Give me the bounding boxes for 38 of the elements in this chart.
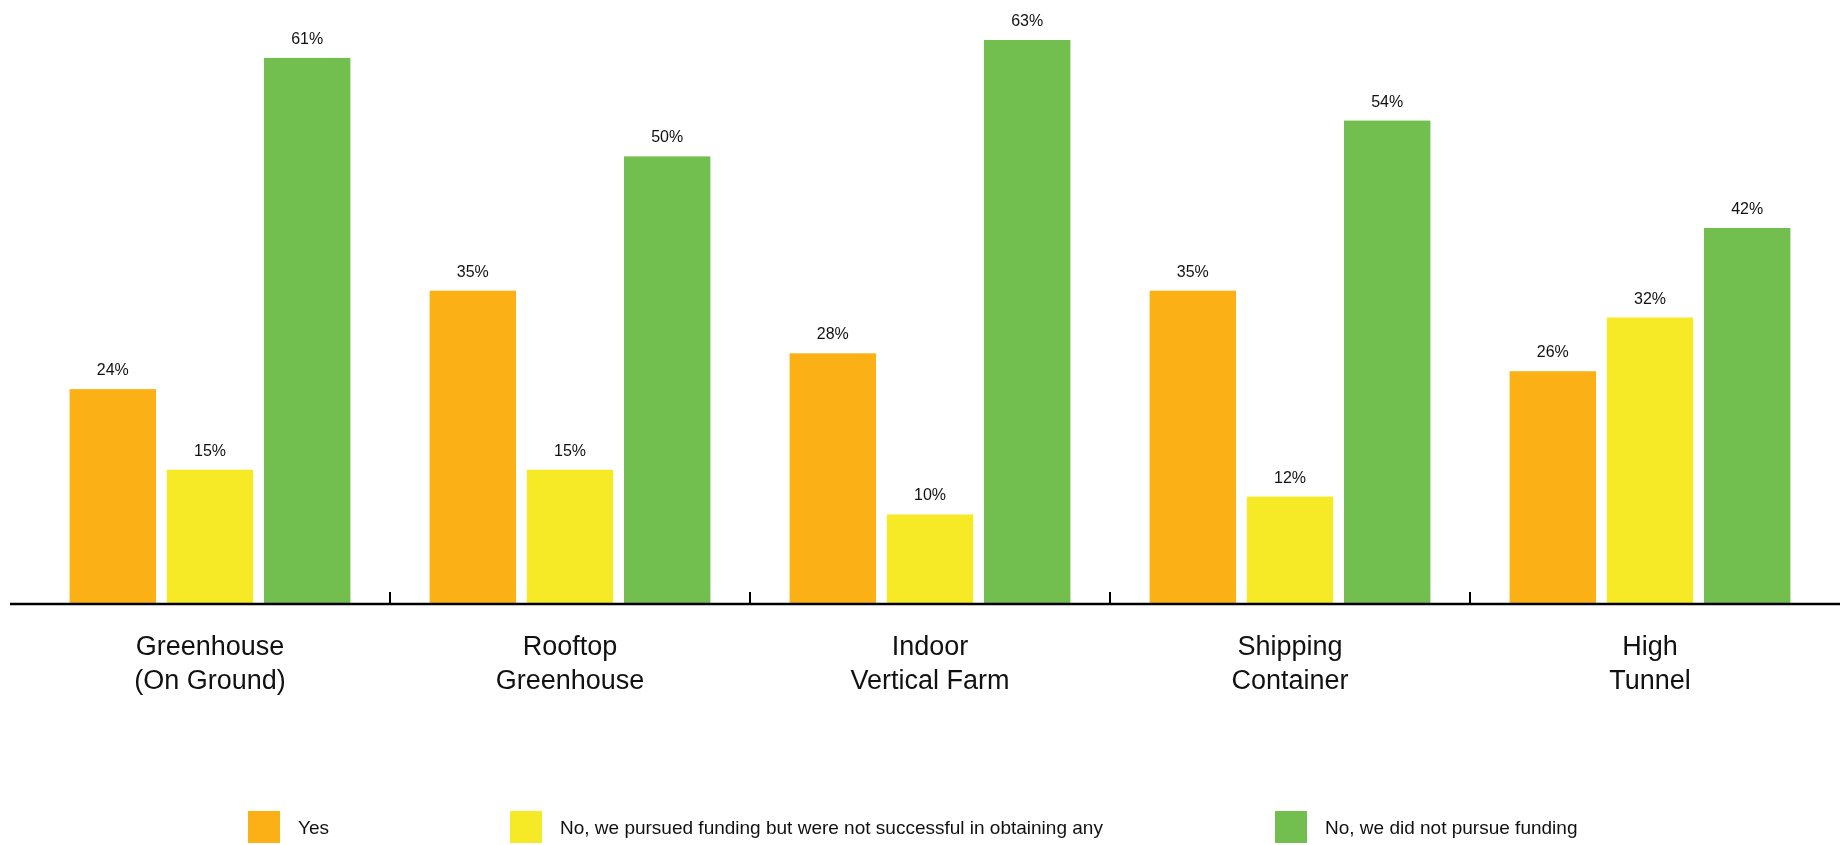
data-label: 35% (1176, 262, 1209, 280)
data-label: 15% (553, 441, 587, 459)
bar (69, 389, 156, 604)
data-label: 61% (291, 29, 324, 47)
bar (1149, 290, 1236, 604)
data-label: 24% (96, 361, 129, 379)
x-tick-label: High Tunnel (1609, 631, 1691, 695)
bar (984, 40, 1071, 604)
bar (429, 290, 516, 604)
bar (1606, 317, 1694, 604)
legend-label: No, we pursued funding but were not successful in obtaining any (560, 817, 1104, 838)
bar (526, 469, 614, 604)
legend-label: No, we did not pursue funding (1325, 817, 1578, 838)
data-label: 63% (1011, 12, 1044, 29)
bar (1704, 228, 1791, 604)
x-tick-label: Shipping Container (1231, 631, 1349, 695)
x-tick-label: Rooftop Greenhouse (495, 631, 645, 695)
data-label: 50% (651, 128, 684, 146)
data-label: 35% (456, 262, 489, 280)
data-label: 54% (1371, 92, 1404, 110)
data-label: 28% (816, 325, 849, 343)
data-label: 15% (193, 441, 227, 459)
bar (166, 469, 254, 604)
bar (789, 353, 876, 604)
x-tick-label: Greenhouse (On Ground) (134, 631, 286, 695)
bar (1246, 496, 1334, 604)
bar (624, 156, 711, 604)
data-label: 12% (1273, 468, 1307, 486)
data-label: 10% (913, 486, 947, 504)
bar (264, 57, 351, 604)
data-label: 42% (1731, 200, 1764, 217)
data-label: 26% (1536, 343, 1569, 361)
x-tick-label: Indoor Vertical Farm (850, 631, 1010, 695)
legend-label: Yes (298, 817, 329, 838)
bar (1509, 371, 1596, 604)
bar (1344, 120, 1431, 604)
data-label: 32% (1633, 289, 1667, 307)
bar (886, 514, 974, 604)
